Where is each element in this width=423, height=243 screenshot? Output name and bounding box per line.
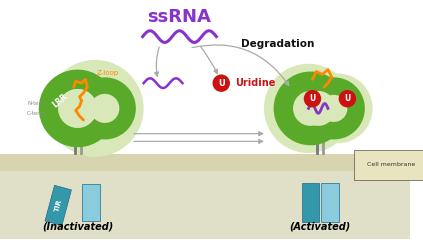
Text: Uridine: Uridine xyxy=(235,78,275,88)
Wedge shape xyxy=(83,77,136,139)
Circle shape xyxy=(301,91,336,126)
Text: Degradation: Degradation xyxy=(241,39,314,49)
Wedge shape xyxy=(314,77,365,139)
Text: U: U xyxy=(218,79,225,88)
Text: Cell membrane: Cell membrane xyxy=(367,162,415,167)
Polygon shape xyxy=(321,183,339,222)
Text: U: U xyxy=(344,94,351,103)
Circle shape xyxy=(339,90,356,107)
Wedge shape xyxy=(39,69,105,147)
Circle shape xyxy=(58,89,97,128)
Circle shape xyxy=(212,74,230,92)
Circle shape xyxy=(303,73,373,143)
Bar xyxy=(0,154,410,172)
Text: ssRNA: ssRNA xyxy=(148,8,212,26)
Bar xyxy=(0,172,410,239)
Text: C-term: C-term xyxy=(27,111,46,116)
Circle shape xyxy=(47,60,144,157)
Polygon shape xyxy=(302,183,319,222)
Text: TIR: TIR xyxy=(54,199,63,212)
Circle shape xyxy=(304,90,321,107)
Text: N-term: N-term xyxy=(27,101,47,106)
Text: (Activated): (Activated) xyxy=(290,222,351,232)
Polygon shape xyxy=(45,185,71,226)
Wedge shape xyxy=(274,71,334,145)
Polygon shape xyxy=(82,184,100,221)
Text: U: U xyxy=(309,94,316,103)
Circle shape xyxy=(264,64,353,153)
Text: Z-loop: Z-loop xyxy=(97,70,119,77)
Text: LRR: LRR xyxy=(51,92,69,109)
Text: (Inactivated): (Inactivated) xyxy=(42,222,113,232)
